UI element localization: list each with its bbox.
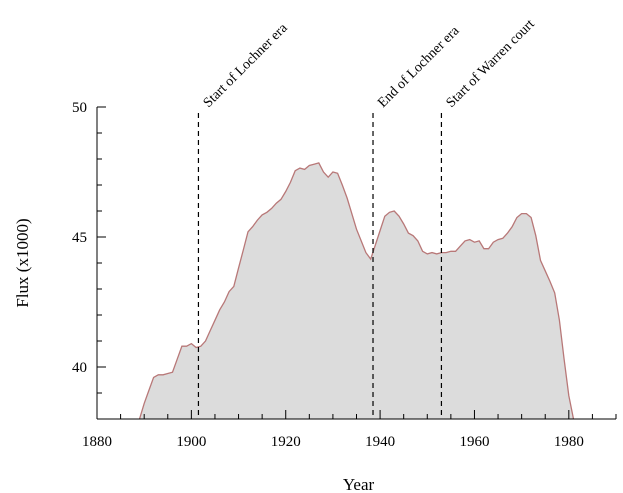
x-tick-label: 1920 <box>271 434 301 450</box>
series-line <box>138 162 575 420</box>
x-tick-label: 1880 <box>82 434 112 450</box>
y-tick-label: 45 <box>72 230 87 246</box>
x-axis-title: Year <box>343 475 375 493</box>
x-tick-label: 1980 <box>554 434 584 450</box>
series-area-fill <box>139 162 574 419</box>
x-tick-label: 1960 <box>459 434 489 450</box>
x-tick-label: 1900 <box>176 434 206 450</box>
annotation-label: Start of Lochner era <box>201 20 292 111</box>
y-tick-label: 40 <box>72 360 87 376</box>
y-axis-title: Flux (x1000) <box>13 218 32 307</box>
x-tick-label: 1940 <box>365 434 395 450</box>
y-tick-label: 50 <box>72 100 87 116</box>
